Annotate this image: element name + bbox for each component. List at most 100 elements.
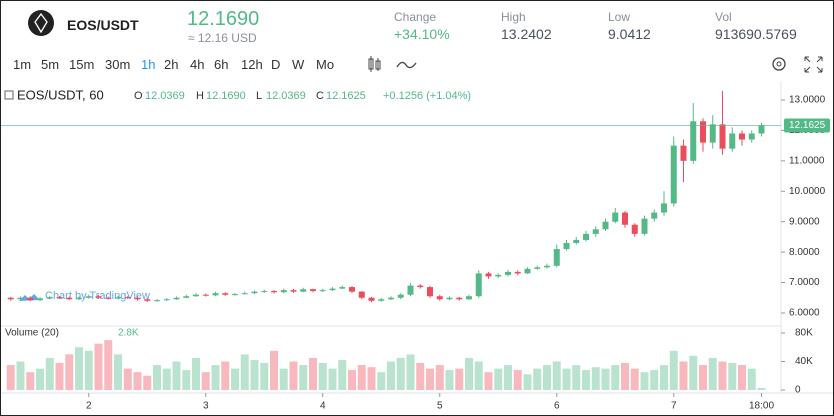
volume-bar <box>65 354 74 390</box>
candle-body <box>212 293 219 296</box>
volume-bar <box>630 368 639 390</box>
price-usd: ≈ 12.16 USD <box>188 31 257 45</box>
volume-bar <box>357 365 366 390</box>
interval-button[interactable]: 6h <box>214 57 229 72</box>
candle-body <box>202 294 209 296</box>
candle-body <box>534 267 541 269</box>
volume-bar <box>552 361 561 390</box>
interval-button[interactable]: 2h <box>164 57 179 72</box>
interval-button[interactable]: Mo <box>316 57 335 72</box>
volume-bar <box>650 370 659 390</box>
candle-body <box>661 203 667 213</box>
candle-body <box>95 296 102 298</box>
legend-change: +0.1256 (+1.04%) <box>383 90 471 102</box>
candle-body <box>651 212 658 219</box>
legend-h-value: 12.1690 <box>206 90 246 102</box>
volume-bar <box>699 365 707 390</box>
candle-body <box>76 297 82 300</box>
volume-bar <box>523 374 532 390</box>
legend-key: C <box>316 90 324 102</box>
interval-button[interactable]: 4h <box>190 57 205 72</box>
legend-symbol: EOS/USDT, 60 <box>17 87 104 102</box>
volume-bar <box>513 370 522 390</box>
volume-bar <box>689 355 698 390</box>
x-tick-label: 6 <box>554 401 560 412</box>
volume-bar <box>435 365 444 390</box>
candle-body <box>310 289 316 292</box>
volume-bar <box>747 368 756 390</box>
y-tick-label: 7.0000 <box>789 277 820 288</box>
volume-bar <box>377 372 386 390</box>
volume-bar <box>211 365 220 390</box>
candle-body <box>144 299 151 301</box>
candle-body <box>397 294 404 298</box>
interval-button[interactable]: D <box>271 57 281 72</box>
watermark: Chart by TradingView <box>45 290 150 302</box>
volume-bar <box>533 368 542 390</box>
stat-value: 13.2402 <box>501 26 552 42</box>
volume-bar <box>55 362 64 390</box>
candle-body <box>709 124 716 143</box>
candle-body <box>37 298 43 301</box>
volume-bar <box>201 372 210 390</box>
logo <box>28 10 54 36</box>
candle-body <box>573 239 580 243</box>
interval-button[interactable]: 12h <box>241 57 263 72</box>
volume-bar <box>16 361 25 390</box>
y-tick-label: 9.0000 <box>789 216 820 227</box>
volume-bar <box>172 361 181 390</box>
volume-bar <box>504 365 512 390</box>
interval-button[interactable]: W <box>292 57 305 72</box>
legend-l-value: 12.0369 <box>266 90 306 102</box>
candle-body <box>631 224 638 234</box>
candle-body <box>407 285 414 295</box>
candle-body <box>271 291 277 293</box>
candle-body <box>378 299 385 301</box>
interval-button[interactable]: 15m <box>69 57 95 72</box>
stat-label: Change <box>394 10 437 24</box>
candle-body <box>475 273 482 297</box>
candle-body <box>232 294 238 296</box>
candle-body <box>612 212 619 222</box>
volume-bar <box>260 362 269 390</box>
volume-bar <box>45 357 54 390</box>
candle-body <box>641 218 648 234</box>
stat-value: 913690.5769 <box>715 26 797 42</box>
chart-style-icons[interactable] <box>365 55 425 75</box>
volume-bar <box>406 354 415 390</box>
interval-button[interactable]: 1h <box>141 57 156 72</box>
stat-label: Low <box>608 10 631 24</box>
interval-button[interactable]: 30m <box>105 57 131 72</box>
volume-bar <box>153 365 161 390</box>
volume-bar <box>416 362 425 390</box>
candle-body <box>124 297 131 299</box>
candle-body <box>134 297 141 300</box>
candle-body <box>495 274 502 277</box>
volume-bar <box>679 361 688 390</box>
stat-label: Vol <box>715 10 732 24</box>
candle-body <box>56 297 63 299</box>
candle-body <box>524 268 531 274</box>
volume-bar <box>133 372 142 390</box>
volume-title: Volume (20) <box>5 328 59 339</box>
candle-body <box>329 288 336 291</box>
legend-key: L <box>256 90 262 102</box>
volume-bar <box>484 372 493 390</box>
y-tick-label: 10.0000 <box>789 186 826 197</box>
legend-key: O <box>134 90 143 102</box>
volume-bar <box>708 357 717 390</box>
volume-bar <box>455 368 464 390</box>
interval-button[interactable]: 5m <box>41 57 60 72</box>
interval-button[interactable]: 1m <box>13 57 32 72</box>
stat-value: +34.10% <box>394 26 450 42</box>
volume-bar <box>367 367 376 390</box>
volume-bar <box>757 388 766 390</box>
x-tick-label: 18:00 <box>749 401 774 412</box>
settings-icons[interactable] <box>769 54 825 76</box>
candle-body <box>690 121 697 161</box>
stat-value: 9.0412 <box>608 26 651 42</box>
candle-body <box>748 133 755 140</box>
volume-bar <box>387 361 395 390</box>
volume-bar <box>75 347 83 390</box>
